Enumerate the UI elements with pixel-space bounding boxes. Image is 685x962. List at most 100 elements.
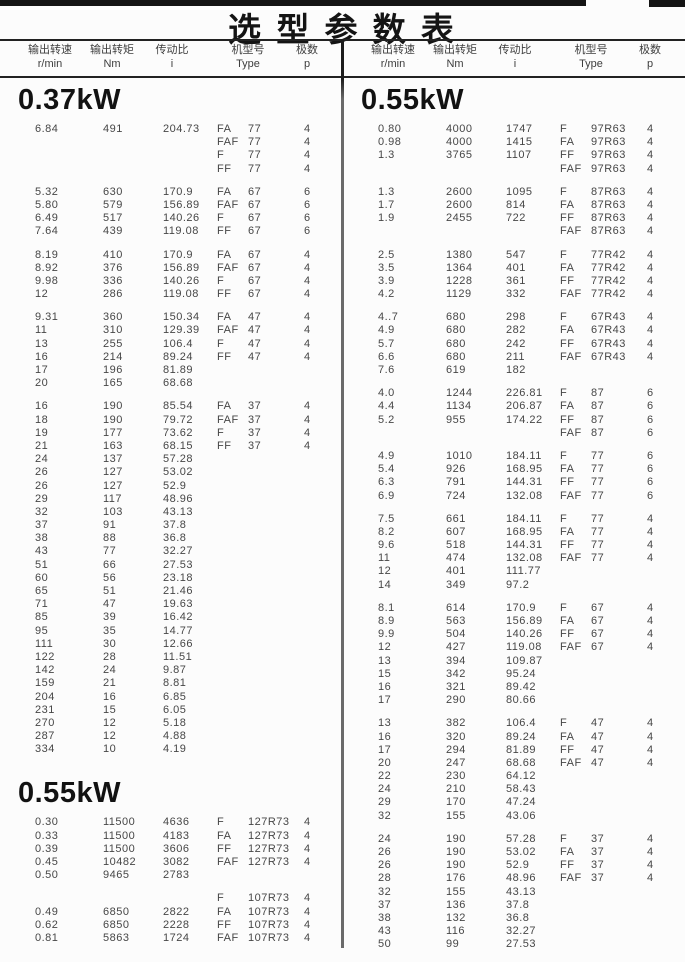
rpm-cell: 0.80 xyxy=(378,123,402,135)
rpm-cell xyxy=(35,136,103,149)
rpm-cell: 11 xyxy=(35,324,48,337)
type-prefix-cell xyxy=(560,364,591,377)
poles-cell: 4 xyxy=(647,601,654,614)
poles-cell: 4 xyxy=(647,350,654,363)
type-size-cell xyxy=(248,377,300,390)
torque-cell: 6850 xyxy=(103,905,130,918)
ratio-cell: 168.95 xyxy=(506,463,543,476)
torque-cell: 619 xyxy=(446,364,466,376)
torque-cell: 11500 xyxy=(103,829,136,842)
rpm-cell: 16 xyxy=(35,350,49,363)
rpm-cell: 8.1 xyxy=(378,601,395,614)
poles-cell xyxy=(300,466,330,479)
rpm-cell: 95 xyxy=(35,624,49,637)
torque-cell xyxy=(446,225,506,238)
ratio-cell: 361 xyxy=(506,274,526,287)
torque-cell: 5863 xyxy=(103,931,130,944)
poles-cell: 4 xyxy=(304,426,311,439)
table-row: 8.1 614 170.9 F 67 4 xyxy=(343,602,685,615)
type-size-cell xyxy=(248,869,300,882)
table-row: 0.50 9465 2783 xyxy=(0,869,342,882)
type-prefix-cell: F xyxy=(217,274,225,287)
poles-cell: 6 xyxy=(647,449,654,462)
table-row: 38 88 36.8 xyxy=(0,532,342,545)
poles-cell: 4 xyxy=(647,136,654,149)
torque-cell: 680 xyxy=(446,350,466,363)
ratio-cell xyxy=(506,163,560,176)
torque-cell: 24 xyxy=(103,664,117,677)
poles-cell: 4 xyxy=(647,311,654,324)
type-prefix-cell: FA xyxy=(217,185,232,198)
ratio-cell: 282 xyxy=(506,324,526,337)
rpm-cell: 6.6 xyxy=(378,350,395,363)
type-size-cell xyxy=(591,899,643,912)
poles-cell: 6 xyxy=(304,225,311,238)
table-row: 7.5 661 184.11 F 77 4 xyxy=(343,513,685,526)
ratio-cell: 106.4 xyxy=(163,337,194,350)
poles-cell xyxy=(300,377,330,390)
table-row: 142 24 9.87 xyxy=(0,664,342,677)
poles-cell xyxy=(300,506,330,519)
torque-cell: 9465 xyxy=(103,869,130,882)
type-size-cell: 67 xyxy=(591,601,605,614)
torque-cell: 2455 xyxy=(446,212,473,225)
poles-cell xyxy=(300,691,330,704)
poles-cell: 4 xyxy=(647,261,654,274)
torque-cell: 614 xyxy=(446,601,466,614)
type-prefix-cell: FAF xyxy=(217,931,239,944)
table-row: 11 474 132.08 FAF 77 4 xyxy=(343,552,685,565)
torque-cell: 680 xyxy=(446,324,466,337)
table-row: 13 255 106.4 F 47 4 xyxy=(0,338,342,351)
table-row: 13 394 109.87 xyxy=(343,655,685,668)
type-size-cell: 47 xyxy=(248,337,262,350)
poles-cell xyxy=(643,925,673,938)
type-prefix-cell xyxy=(560,694,591,707)
table-row: 24 190 57.28 F 37 4 xyxy=(343,833,685,846)
poles-cell xyxy=(300,519,330,532)
type-prefix-cell xyxy=(560,783,591,796)
torque-cell: 103 xyxy=(103,505,123,518)
type-size-cell: 47 xyxy=(591,717,605,730)
table-row: 111 30 12.66 xyxy=(0,638,342,651)
ratio-cell: 332 xyxy=(506,288,526,301)
ratio-cell: 9.87 xyxy=(163,664,187,677)
rpm-cell: 16 xyxy=(35,400,49,413)
type-prefix-cell: FAF xyxy=(217,324,239,337)
torque-cell: 504 xyxy=(446,628,466,641)
poles-cell: 4 xyxy=(647,846,654,858)
header-cn: 输出转速 xyxy=(371,44,415,56)
poles-cell: 4 xyxy=(647,185,654,198)
rpm-cell: 0.49 xyxy=(35,905,59,918)
poles-cell: 4 xyxy=(647,872,654,885)
type-prefix-cell: FF xyxy=(560,274,575,287)
type-prefix-cell: F xyxy=(560,185,568,198)
poles-cell: 4 xyxy=(304,274,311,287)
poles-cell: 4 xyxy=(304,149,311,162)
ratio-cell: 722 xyxy=(506,212,526,225)
ratio-cell: 156.89 xyxy=(163,198,200,211)
torque-cell: 117 xyxy=(103,492,123,505)
type-size-cell: 67 xyxy=(591,628,605,641)
torque-cell: 427 xyxy=(446,641,466,654)
type-prefix-cell: F xyxy=(217,337,225,350)
type-prefix-cell: F xyxy=(560,387,568,400)
torque-cell: 190 xyxy=(446,859,466,872)
poles-cell xyxy=(643,770,673,783)
rpm-cell: 5.4 xyxy=(378,463,395,476)
table-row: 8.2 607 168.95 FA 77 4 xyxy=(343,526,685,539)
ratio-cell: 36.8 xyxy=(163,532,187,545)
ratio-cell: 106.4 xyxy=(506,717,537,730)
type-size-cell: 87R63 xyxy=(591,198,626,211)
poles-cell: 6 xyxy=(647,463,654,476)
type-prefix-cell: FAF xyxy=(560,489,582,502)
table-row: 12 401 111.77 xyxy=(343,565,685,578)
type-size-cell xyxy=(591,938,643,951)
rpm-cell: 85 xyxy=(35,611,49,624)
torque-cell: 132 xyxy=(446,911,466,924)
table-row: 85 39 16.42 xyxy=(0,611,342,624)
ratio-cell: 119.08 xyxy=(506,641,542,654)
torque-cell xyxy=(103,136,163,149)
torque-cell: 10482 xyxy=(103,856,137,868)
header-output-speed: 输出转速 r/min xyxy=(15,43,85,71)
type-size-cell: 77 xyxy=(591,512,605,525)
